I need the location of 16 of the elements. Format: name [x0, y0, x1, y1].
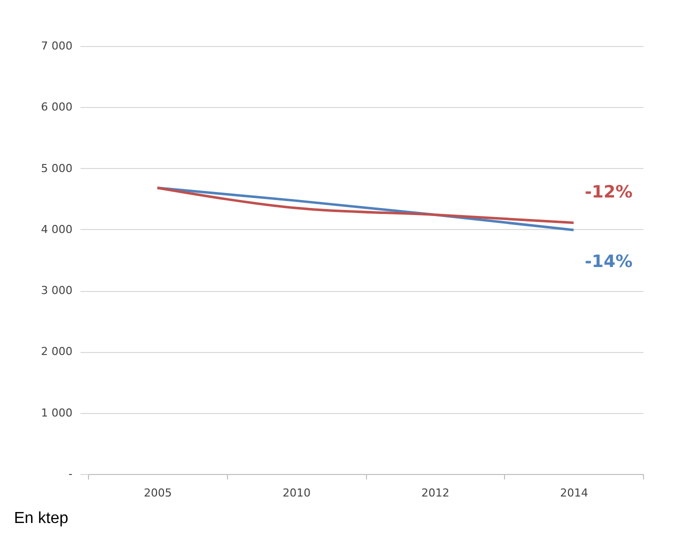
y-tick-label: 7 000 — [41, 40, 72, 52]
x-tick-label: 2010 — [282, 486, 311, 500]
y-tick-label: 5 000 — [41, 162, 72, 175]
x-tick-label: 2012 — [421, 486, 450, 500]
annotation: -12% — [584, 182, 632, 203]
text: En ktep — [14, 510, 68, 528]
annotation: -14% — [584, 252, 632, 272]
y-tick-label: 1 000 — [41, 406, 72, 420]
y-tick-label: 6 000 — [41, 100, 72, 114]
y-tick-label: 2 000 — [41, 345, 72, 358]
x-tick-label: 2014 — [560, 486, 588, 500]
x-tick-label: 2005 — [144, 486, 172, 500]
y-tick-label: 4 000 — [41, 222, 72, 236]
y-tick-label: - — [68, 468, 73, 480]
line-series — [156, 186, 575, 224]
y-tick-label: 3 000 — [41, 284, 72, 298]
